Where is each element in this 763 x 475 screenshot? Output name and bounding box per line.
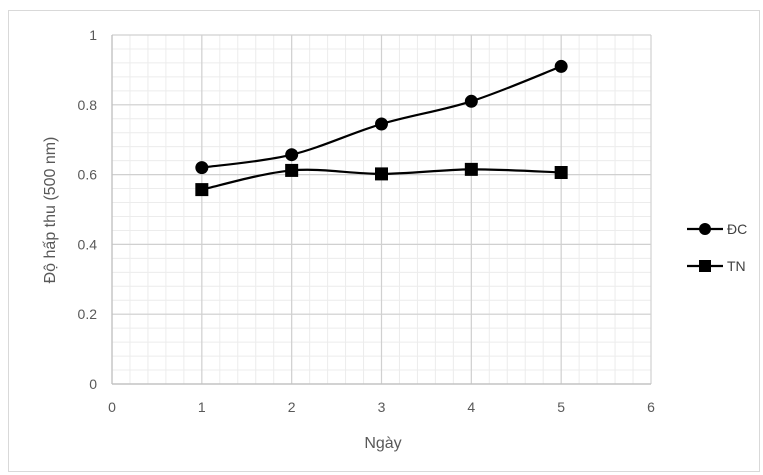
- data-point-square: [464, 162, 478, 176]
- data-point-circle: [195, 161, 209, 175]
- legend-marker-square: [699, 260, 711, 272]
- y-tick-label: 0.4: [78, 236, 98, 252]
- legend-label: ĐC: [727, 221, 747, 237]
- data-point-square: [375, 167, 388, 181]
- x-axis-title: Ngày: [364, 435, 401, 452]
- legend-marker-circle: [699, 223, 711, 235]
- major-gridlines: [111, 34, 652, 385]
- data-point-square: [285, 163, 299, 177]
- x-tick-label: 5: [557, 399, 565, 415]
- data-point-square: [195, 183, 209, 197]
- axes: [111, 35, 651, 385]
- y-tick-label: 0.6: [78, 167, 98, 183]
- x-tick-label: 2: [288, 399, 296, 415]
- x-tick-label: 6: [647, 399, 655, 415]
- series-group: [195, 59, 568, 197]
- tick-labels: 0 1 2 3 4 5 6 0 0.2 0.4 0.6 0.8 1: [78, 27, 656, 415]
- legend: ĐC TN: [687, 221, 747, 274]
- data-point-square: [554, 166, 568, 180]
- y-tick-label: 0: [89, 376, 97, 392]
- chart-frame: [8, 10, 760, 472]
- data-point-circle: [375, 117, 388, 131]
- x-tick-label: 0: [108, 399, 116, 415]
- data-point-circle: [554, 59, 568, 73]
- y-axis-title: Độ hấp thu (500 nm): [42, 137, 59, 284]
- x-tick-label: 1: [198, 399, 206, 415]
- legend-label: TN: [727, 258, 746, 274]
- x-tick-label: 4: [467, 399, 475, 415]
- x-tick-label: 3: [378, 399, 386, 415]
- data-point-circle: [285, 148, 299, 162]
- y-tick-label: 0.8: [78, 97, 98, 113]
- y-tick-label: 1: [89, 27, 97, 43]
- y-tick-label: 0.2: [78, 306, 98, 322]
- data-point-circle: [464, 94, 478, 108]
